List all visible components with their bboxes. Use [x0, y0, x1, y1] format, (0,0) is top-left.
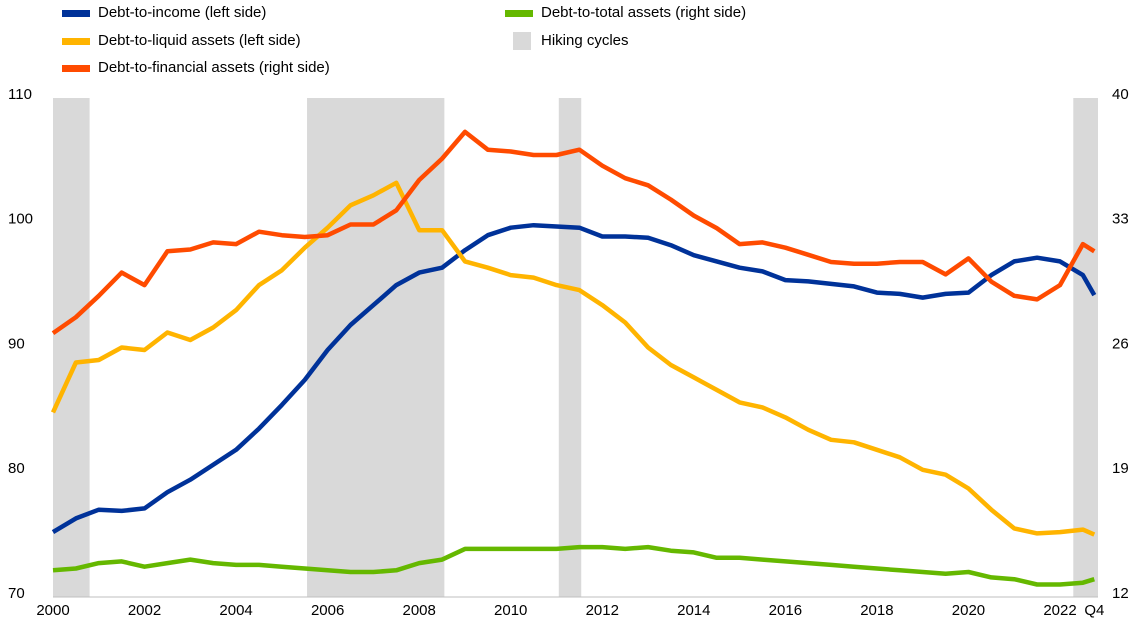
x-tick-label: 2020 — [952, 602, 985, 619]
x-tick-label: 2000 — [36, 602, 69, 619]
hiking-cycle — [1073, 98, 1098, 597]
y2-tick-label: 12 — [1112, 585, 1129, 602]
x-tick-label: 2016 — [769, 602, 802, 619]
y-tick-label: 70 — [8, 585, 25, 602]
legend-label: Debt-to-income (left side) — [98, 4, 266, 21]
x-tick-label: 2010 — [494, 602, 527, 619]
legend-swatch — [62, 65, 90, 72]
y2-tick-label: 19 — [1112, 460, 1129, 477]
x-tick-label: 2022 — [1043, 602, 1076, 619]
legend-swatch — [62, 38, 90, 45]
x-tick-label: 2006 — [311, 602, 344, 619]
x-tick-label: 2002 — [128, 602, 161, 619]
legend-label: Debt-to-liquid assets (left side) — [98, 32, 301, 49]
x-tick-label: 2012 — [586, 602, 619, 619]
x-tick-label: 2008 — [402, 602, 435, 619]
y-tick-label: 100 — [8, 211, 33, 228]
y2-tick-label: 40 — [1112, 86, 1129, 103]
series-line — [51, 222, 1097, 535]
series-line — [50, 180, 1096, 537]
legend-label: Debt-to-total assets (right side) — [541, 4, 746, 21]
legend-swatch — [513, 32, 531, 50]
series-line — [51, 129, 1096, 336]
x-tick-label: 2004 — [219, 602, 252, 619]
legend-swatch — [505, 10, 533, 17]
x-tick-label: 2018 — [860, 602, 893, 619]
y-tick-label: 80 — [8, 460, 25, 477]
y2-tick-label: 33 — [1112, 211, 1129, 228]
y-tick-label: 110 — [8, 86, 32, 103]
hiking-cycle — [558, 98, 582, 597]
y-tick-label: 90 — [8, 335, 25, 352]
y2-tick-label: 26 — [1112, 335, 1129, 352]
legend-label: Hiking cycles — [541, 32, 629, 49]
x-tick-label: Q4 — [1084, 602, 1104, 619]
legend-label: Debt-to-financial assets (right side) — [98, 59, 330, 76]
series-line — [52, 544, 1095, 587]
x-tick-label: 2014 — [677, 602, 710, 619]
legend-swatch — [62, 10, 90, 17]
